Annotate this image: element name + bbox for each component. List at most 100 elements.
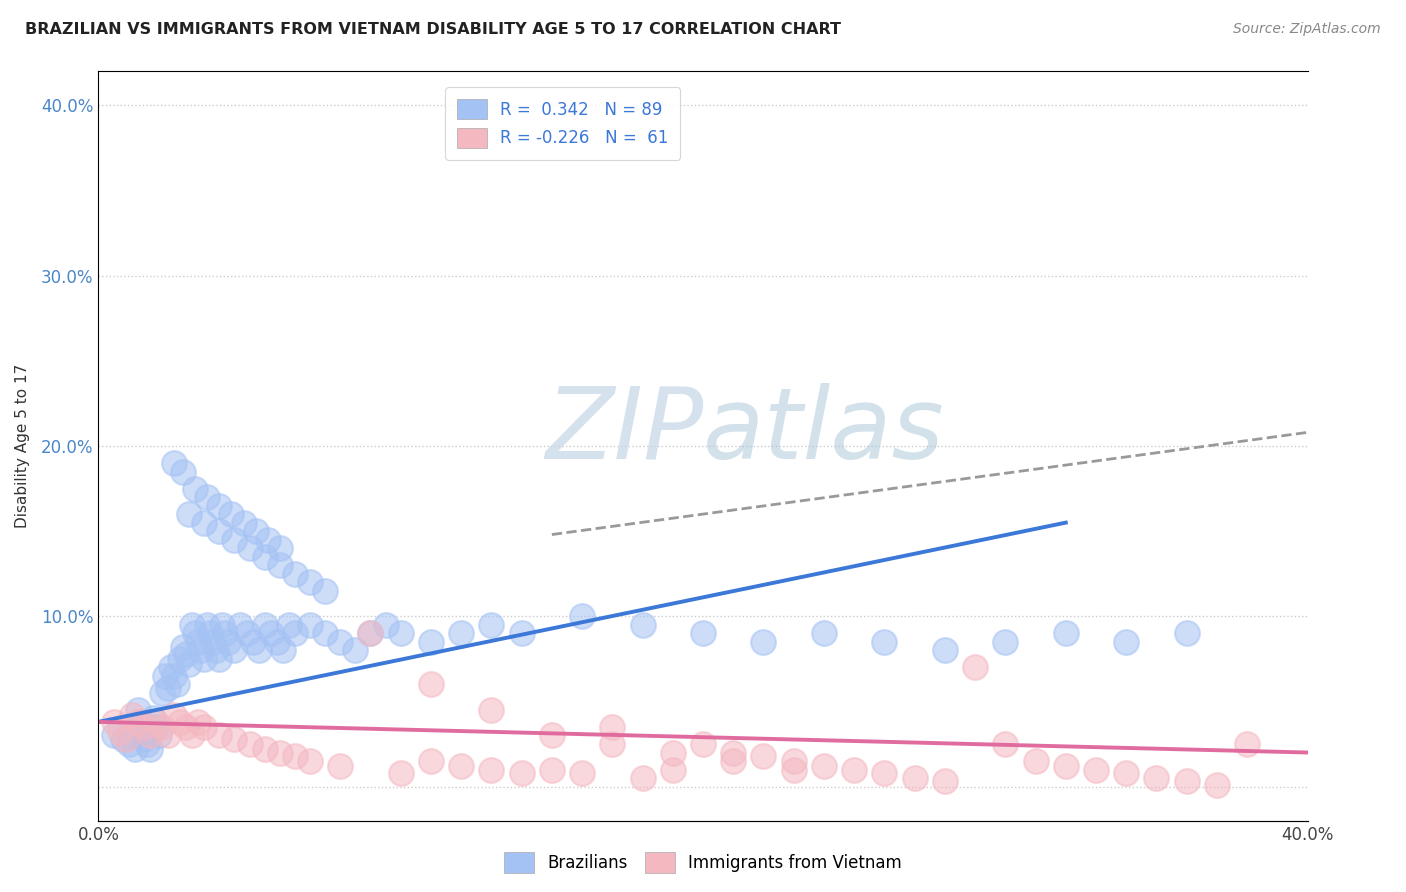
Point [314, 626, 336, 640]
Point [108, 725, 131, 739]
Point [266, 635, 288, 649]
Point [169, 714, 191, 729]
Point [150, 720, 173, 734]
Point [934, 643, 956, 657]
Point [205, 643, 228, 657]
Point [174, 720, 197, 734]
Point [692, 737, 714, 751]
Legend: R =  0.342   N = 89, R = -0.226   N =  61: R = 0.342 N = 89, R = -0.226 N = 61 [446, 87, 681, 160]
Point [1206, 778, 1229, 792]
Point [1236, 737, 1258, 751]
Point [156, 729, 179, 743]
Point [187, 635, 209, 649]
Point [160, 660, 183, 674]
Point [127, 714, 149, 729]
Point [1115, 635, 1137, 649]
Legend: Brazilians, Immigrants from Vietnam: Brazilians, Immigrants from Vietnam [498, 846, 908, 880]
Point [284, 748, 307, 763]
Point [783, 763, 806, 777]
Point [129, 714, 152, 729]
Text: Source: ZipAtlas.com: Source: ZipAtlas.com [1233, 22, 1381, 37]
Point [277, 617, 299, 632]
Point [127, 703, 149, 717]
Point [994, 635, 1017, 649]
Point [1054, 759, 1077, 773]
Point [169, 652, 191, 666]
Point [208, 729, 231, 743]
Point [132, 725, 155, 739]
Point [269, 746, 291, 760]
Point [132, 720, 155, 734]
Point [269, 558, 291, 573]
Point [253, 617, 276, 632]
Point [193, 652, 215, 666]
Point [299, 754, 322, 768]
Point [132, 731, 155, 746]
Point [420, 677, 443, 691]
Point [631, 617, 654, 632]
Point [783, 754, 806, 768]
Point [142, 711, 165, 725]
Point [1054, 626, 1077, 640]
Point [153, 669, 176, 683]
Point [253, 742, 276, 756]
Point [235, 626, 257, 640]
Point [813, 759, 835, 773]
Point [224, 731, 246, 746]
Point [1175, 626, 1198, 640]
Point [145, 714, 167, 729]
Point [217, 635, 239, 649]
Point [166, 677, 188, 691]
Point [450, 626, 472, 640]
Point [260, 626, 283, 640]
Point [481, 617, 503, 632]
Point [103, 729, 125, 743]
Point [229, 617, 252, 632]
Point [420, 754, 443, 768]
Point [284, 566, 307, 581]
Point [163, 669, 186, 683]
Point [540, 763, 562, 777]
Point [269, 541, 291, 556]
Point [179, 657, 201, 671]
Point [510, 766, 533, 780]
Point [193, 720, 215, 734]
Point [994, 737, 1017, 751]
Point [299, 617, 322, 632]
Point [723, 746, 745, 760]
Point [181, 729, 204, 743]
Point [873, 635, 896, 649]
Point [602, 737, 624, 751]
Point [1085, 763, 1108, 777]
Point [692, 626, 714, 640]
Point [873, 766, 896, 780]
Point [299, 575, 322, 590]
Point [723, 754, 745, 768]
Text: atlas: atlas [703, 383, 945, 480]
Point [1024, 754, 1046, 768]
Point [239, 541, 262, 556]
Point [374, 617, 396, 632]
Point [481, 703, 503, 717]
Point [481, 763, 503, 777]
Point [360, 626, 382, 640]
Point [202, 635, 225, 649]
Point [174, 647, 197, 661]
Point [752, 748, 775, 763]
Point [329, 759, 352, 773]
Point [232, 516, 254, 530]
Point [256, 533, 278, 547]
Point [360, 626, 382, 640]
Point [752, 635, 775, 649]
Point [200, 626, 222, 640]
Point [172, 465, 194, 479]
Point [510, 626, 533, 640]
Point [1175, 774, 1198, 789]
Point [245, 524, 267, 538]
Point [208, 499, 231, 513]
Point [224, 643, 246, 657]
Point [214, 626, 236, 640]
Point [247, 643, 270, 657]
Point [571, 609, 593, 624]
Point [271, 643, 294, 657]
